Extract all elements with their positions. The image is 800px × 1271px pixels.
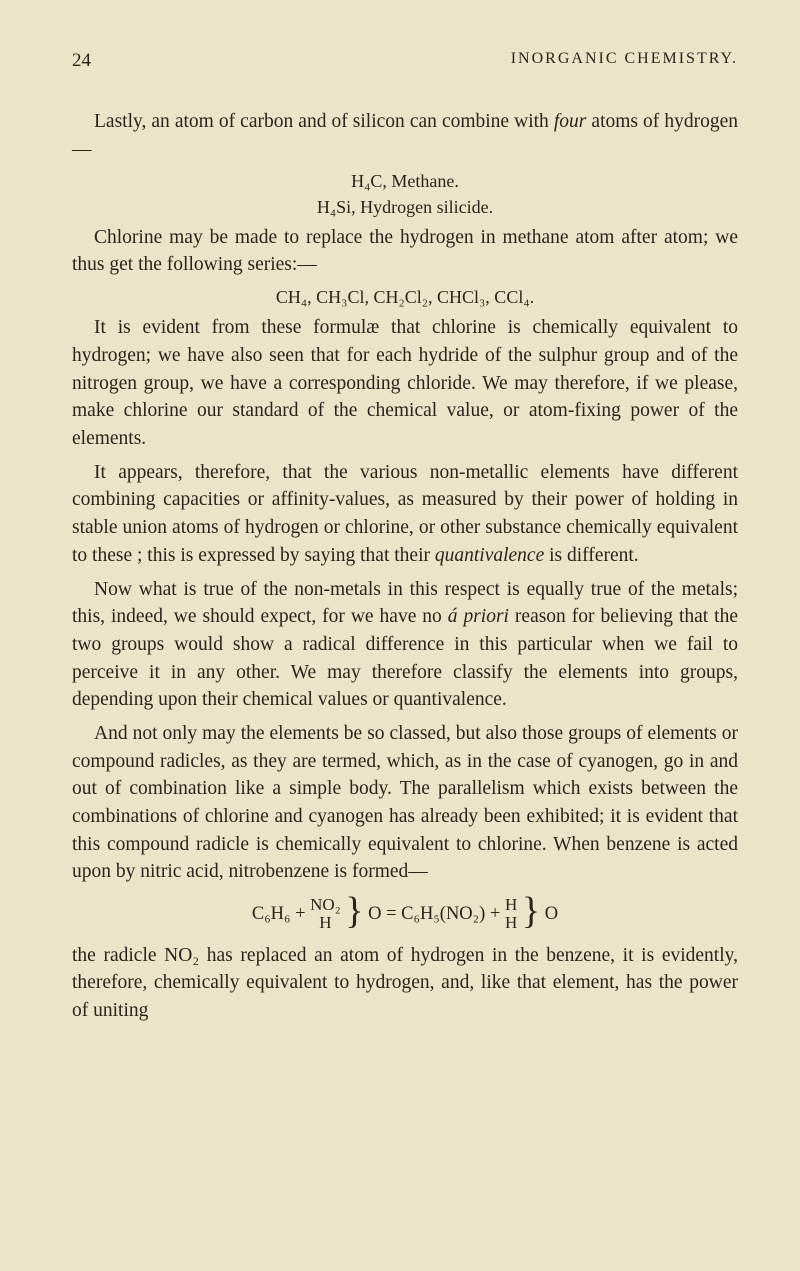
paragraph-2: Chlorine may be made to replace the hydr… bbox=[72, 224, 738, 279]
p1-text: Lastly, an atom of carbon and of silicon… bbox=[94, 111, 554, 132]
chapter-title: INORGANIC CHEMISTRY. bbox=[511, 50, 738, 72]
formula-1-line1: H₄C, Methane. bbox=[351, 171, 459, 191]
formula-block-1: H₄C, Methane. H₄Si, Hydrogen silicide. bbox=[72, 169, 738, 219]
formula-block-2: CH₄, CH₃Cl, CH₂Cl₂, CHCl₃, CCl₄. bbox=[72, 285, 738, 310]
paragraph-5: Now what is true of the non-metals in th… bbox=[72, 576, 738, 714]
paragraph-4: It appears, therefore, that the various … bbox=[72, 459, 738, 570]
eq-stack1-bot: H bbox=[310, 914, 340, 932]
eq-stack1-top: NO₂ bbox=[310, 896, 340, 914]
eq-stack2-top: H bbox=[505, 896, 517, 914]
equation-block: C₆H₆ + NO₂ H } O = C₆H₅(NO₂) + H H } O bbox=[72, 896, 738, 932]
paragraph-6: And not only may the elements be so clas… bbox=[72, 720, 738, 886]
eq-end: O bbox=[545, 904, 558, 924]
brace-2: } bbox=[522, 898, 540, 925]
page-number: 24 bbox=[72, 50, 91, 72]
paragraph-7: the radicle NO₂ has replaced an atom of … bbox=[72, 942, 738, 1025]
brace-1: } bbox=[345, 898, 363, 925]
paragraph-3: It is evident from these formulæ that ch… bbox=[72, 314, 738, 452]
eq-mid: O = C₆H₅(NO₂) + bbox=[368, 904, 500, 924]
p4-text-b: is different. bbox=[544, 545, 638, 566]
paragraph-1: Lastly, an atom of carbon and of silicon… bbox=[72, 108, 738, 163]
formula-1-line2: H₄Si, Hydrogen silicide. bbox=[317, 197, 493, 217]
eq-stack2-bot: H bbox=[505, 914, 517, 932]
eq-left: C₆H₆ + bbox=[252, 904, 306, 924]
p5-italic-1: á priori bbox=[448, 606, 509, 627]
p4-italic-1: quanti­valence bbox=[435, 545, 544, 566]
p1-italic: four bbox=[554, 111, 587, 132]
